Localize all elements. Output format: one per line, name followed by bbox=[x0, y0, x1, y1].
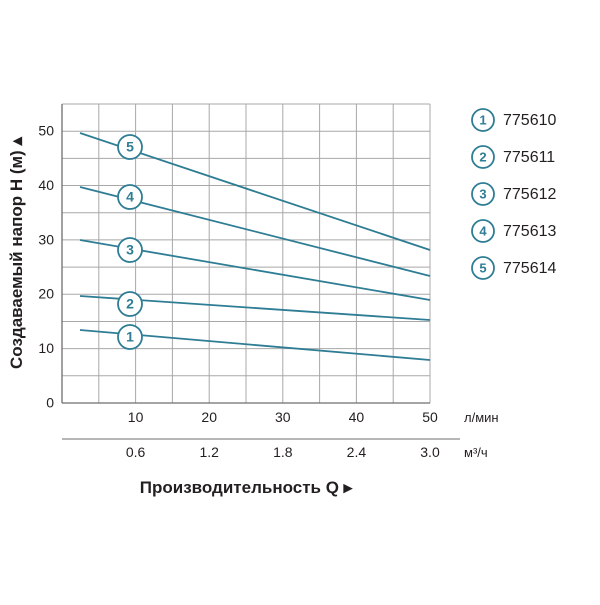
svg-text:775612: 775612 bbox=[503, 186, 556, 203]
svg-text:20: 20 bbox=[201, 409, 217, 425]
svg-text:4: 4 bbox=[126, 189, 134, 205]
svg-text:5: 5 bbox=[126, 139, 134, 155]
svg-text:775614: 775614 bbox=[503, 260, 556, 277]
svg-text:2: 2 bbox=[126, 296, 134, 312]
svg-text:50: 50 bbox=[38, 123, 54, 139]
svg-text:775610: 775610 bbox=[503, 112, 556, 129]
svg-text:5: 5 bbox=[479, 261, 486, 276]
svg-text:10: 10 bbox=[128, 409, 144, 425]
svg-text:0: 0 bbox=[46, 395, 54, 411]
svg-text:20: 20 bbox=[38, 286, 54, 302]
svg-text:40: 40 bbox=[38, 177, 54, 193]
svg-text:Производительность Q ▸: Производительность Q ▸ bbox=[140, 478, 354, 497]
svg-text:3.0: 3.0 bbox=[420, 444, 440, 460]
svg-text:0.6: 0.6 bbox=[126, 444, 146, 460]
svg-text:1.8: 1.8 bbox=[273, 444, 293, 460]
svg-text:3: 3 bbox=[479, 187, 486, 202]
svg-text:4: 4 bbox=[479, 224, 487, 239]
svg-text:1.2: 1.2 bbox=[199, 444, 219, 460]
svg-text:30: 30 bbox=[275, 409, 291, 425]
svg-text:1: 1 bbox=[479, 113, 486, 128]
svg-text:3: 3 bbox=[126, 242, 134, 258]
svg-text:40: 40 bbox=[349, 409, 365, 425]
svg-text:50: 50 bbox=[422, 409, 438, 425]
svg-text:м³/ч: м³/ч bbox=[464, 445, 488, 460]
svg-text:775613: 775613 bbox=[503, 223, 556, 240]
svg-text:1: 1 bbox=[126, 329, 134, 345]
svg-text:10: 10 bbox=[38, 340, 54, 356]
svg-text:л/мин: л/мин bbox=[464, 410, 499, 425]
svg-text:Создаваемый напор H (м) ▴: Создаваемый напор H (м) ▴ bbox=[7, 136, 26, 369]
svg-text:2.4: 2.4 bbox=[347, 444, 367, 460]
svg-text:30: 30 bbox=[38, 231, 54, 247]
svg-text:775611: 775611 bbox=[503, 149, 555, 166]
svg-text:2: 2 bbox=[479, 150, 486, 165]
